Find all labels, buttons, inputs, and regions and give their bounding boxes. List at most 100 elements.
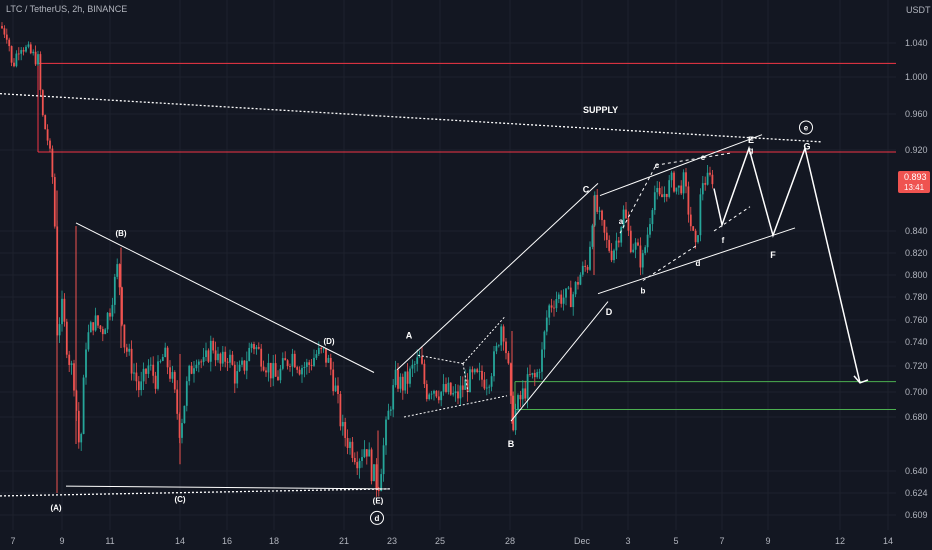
candle-body <box>344 421 347 438</box>
triangle-lower-line[interactable] <box>65 485 389 490</box>
supply-trendline[interactable] <box>0 93 823 143</box>
candle-body <box>680 185 683 194</box>
candle-body <box>704 183 707 185</box>
candle-body <box>118 264 121 288</box>
candle-body <box>634 242 637 250</box>
time-tick-label: 14 <box>883 536 893 546</box>
inner-wedge-line[interactable] <box>642 244 698 281</box>
time-axis[interactable]: 7 9 11 14 16 18 21 23 25 28 Dec 3 5 7 9 12 14 <box>10 536 893 546</box>
candle-body <box>17 53 20 55</box>
candle-body <box>646 234 649 248</box>
wave-label: a <box>619 217 624 226</box>
candle-body <box>449 382 452 395</box>
wedge-upper-line[interactable] <box>599 134 763 197</box>
channel-lower-line[interactable] <box>510 301 609 422</box>
candle-body <box>620 227 623 243</box>
time-tick-label: 23 <box>387 536 397 546</box>
candle-body <box>341 421 344 427</box>
candle-body <box>152 364 155 376</box>
inner-wedge-line[interactable] <box>655 152 732 166</box>
time-tick-label: 12 <box>835 536 845 546</box>
candle-body <box>380 474 383 492</box>
wave-label: e <box>701 153 706 162</box>
candle-body <box>553 307 555 309</box>
candle-body <box>485 387 488 389</box>
candle-body <box>291 353 294 367</box>
projection-arrowhead <box>853 375 869 384</box>
candle-body <box>248 347 251 361</box>
candle-body <box>651 210 654 225</box>
wave-labels: SUPPLY (A) (B) (C) (D) (E) A B C Da b c d e f Eg F Gd e <box>50 105 813 525</box>
candle-body <box>238 364 241 372</box>
currency-label: USDT <box>906 5 931 15</box>
inner-wedge-line[interactable] <box>713 206 751 232</box>
channel-upper-line[interactable] <box>396 183 599 371</box>
wedge-lower-line[interactable] <box>597 227 796 295</box>
candle-body <box>473 369 476 373</box>
candle-body <box>469 369 471 393</box>
candle-body <box>461 385 464 390</box>
candle-body <box>53 177 56 227</box>
candle-body <box>430 393 433 395</box>
candle-body <box>375 464 378 490</box>
candle-body <box>137 381 140 391</box>
candle-body <box>416 357 419 364</box>
candle-body <box>572 294 575 308</box>
candle-body <box>250 344 253 348</box>
flag-line[interactable] <box>462 363 469 393</box>
candle-body <box>310 364 313 366</box>
price-axis-panel[interactable] <box>896 0 932 530</box>
candle-body <box>236 371 239 384</box>
candle-body <box>164 347 167 358</box>
projection-path[interactable] <box>713 145 861 384</box>
candle-body <box>329 357 332 370</box>
candle-body <box>231 354 234 365</box>
triangle-upper-line[interactable] <box>75 222 375 373</box>
candle-body <box>706 172 709 185</box>
candle-body <box>61 298 63 325</box>
circled-wave-label: d <box>375 514 380 523</box>
flag-line[interactable] <box>462 316 506 364</box>
wave-label: g <box>749 146 754 155</box>
price-axis[interactable]: 1.040 1.000 0.960 0.920 0.840 0.820 0.800 0.780… <box>905 38 928 520</box>
candle-body <box>454 391 457 393</box>
candle-body <box>41 90 44 116</box>
candle-body <box>269 362 272 379</box>
candle-body <box>92 322 95 331</box>
candle-body <box>68 354 71 365</box>
bottom-dotted-line[interactable] <box>0 488 391 497</box>
candle-body <box>111 304 114 317</box>
candle-body <box>447 382 450 392</box>
candle-body <box>445 384 447 392</box>
candle-body <box>337 385 339 395</box>
candle-body <box>125 347 128 352</box>
candle-body <box>209 340 212 362</box>
wave-label: d <box>696 259 701 268</box>
candle-body <box>533 373 536 378</box>
candle-body <box>435 390 438 397</box>
candle-body <box>190 365 193 374</box>
candle-body <box>356 462 359 469</box>
candle-body <box>541 349 543 372</box>
candle-body <box>94 315 97 331</box>
candle-body <box>521 388 524 400</box>
candle-body <box>315 354 318 358</box>
time-tick-label: 25 <box>435 536 445 546</box>
candle-body <box>464 379 467 390</box>
circled-wave-label: e <box>804 124 809 133</box>
candle-body <box>663 193 666 198</box>
flag-line[interactable] <box>403 395 508 418</box>
candle-body <box>401 376 404 391</box>
candle-body <box>689 214 692 227</box>
candle-body <box>538 371 541 373</box>
inner-wedge-line[interactable] <box>619 164 657 234</box>
time-tick-label: 9 <box>765 536 770 546</box>
time-axis-panel[interactable] <box>0 530 932 550</box>
candle-body <box>135 372 138 382</box>
candle-body <box>668 180 671 197</box>
candle-body <box>34 51 37 65</box>
candle-body <box>22 50 25 52</box>
candle-body <box>531 373 534 375</box>
candle-body <box>562 297 565 304</box>
